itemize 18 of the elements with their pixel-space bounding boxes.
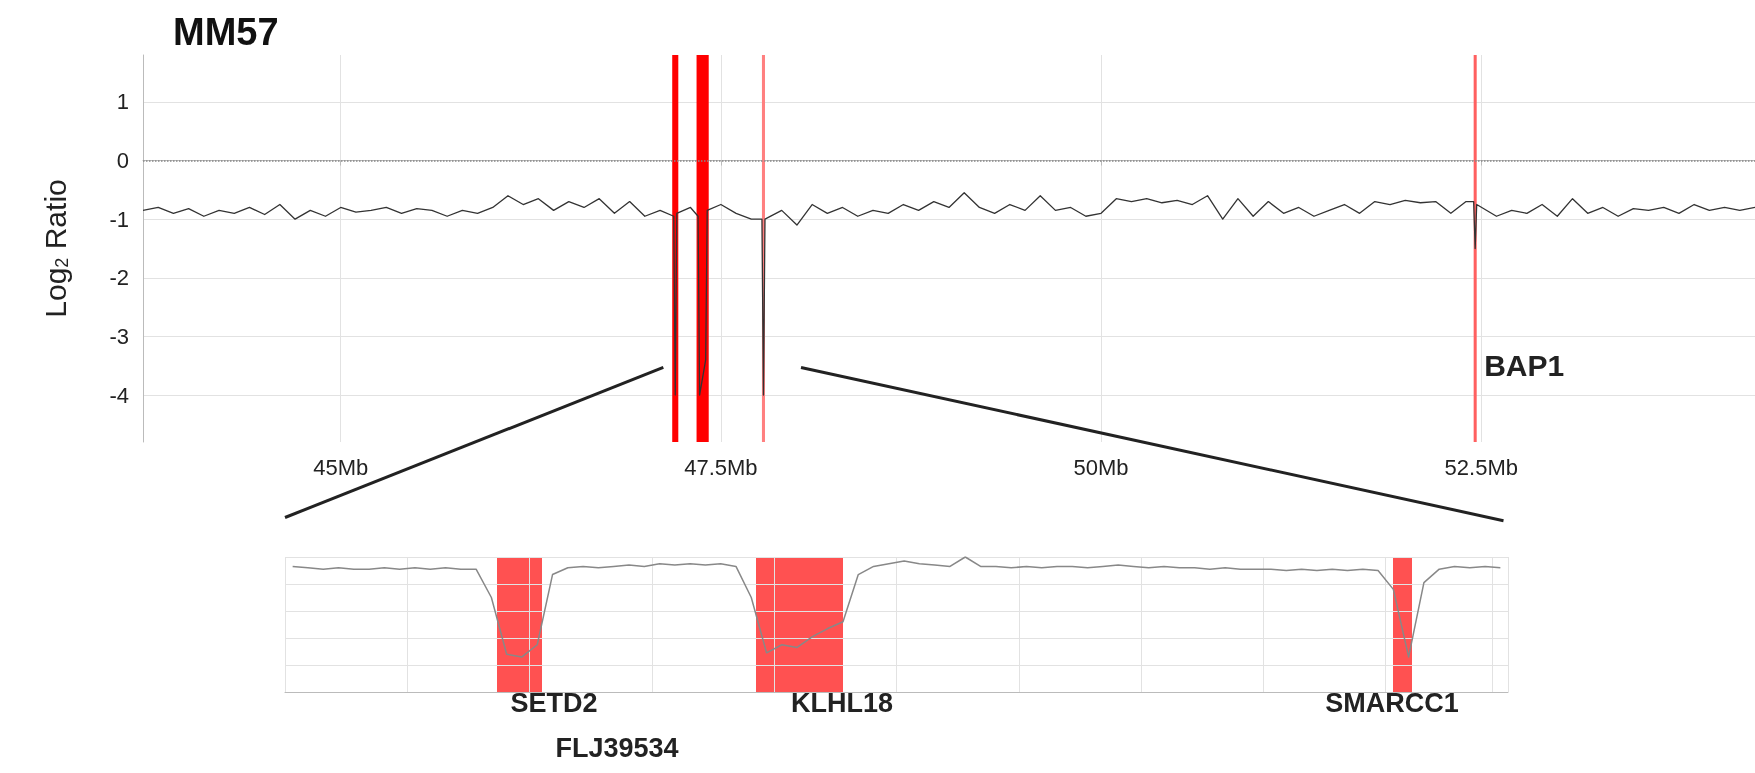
chart-title: MM57: [173, 11, 279, 53]
y-tick-label: -4: [109, 382, 129, 408]
x-tick-label: 52.5Mb: [1444, 454, 1518, 480]
y-tick-label: -3: [109, 323, 129, 349]
y-axis-title: Log2 Ratio: [38, 179, 72, 318]
annotation: SETD2: [510, 687, 598, 719]
y-tick-label: 1: [116, 89, 129, 115]
annotation: BAP1: [1484, 349, 1565, 383]
x-tick-label: 45Mb: [313, 454, 369, 480]
x-tick-label: 50Mb: [1073, 454, 1129, 480]
y-tick-label: 0: [116, 148, 129, 174]
x-tick-label: 47.5Mb: [684, 454, 758, 480]
annotation: KLHL18: [790, 687, 894, 719]
annotation: SMARCC1: [1325, 687, 1459, 719]
y-tick-label: -2: [109, 265, 129, 291]
line-series: [142, 192, 1755, 396]
y-tick-label: -1: [109, 206, 129, 232]
text: FLJ39534: [555, 732, 679, 764]
